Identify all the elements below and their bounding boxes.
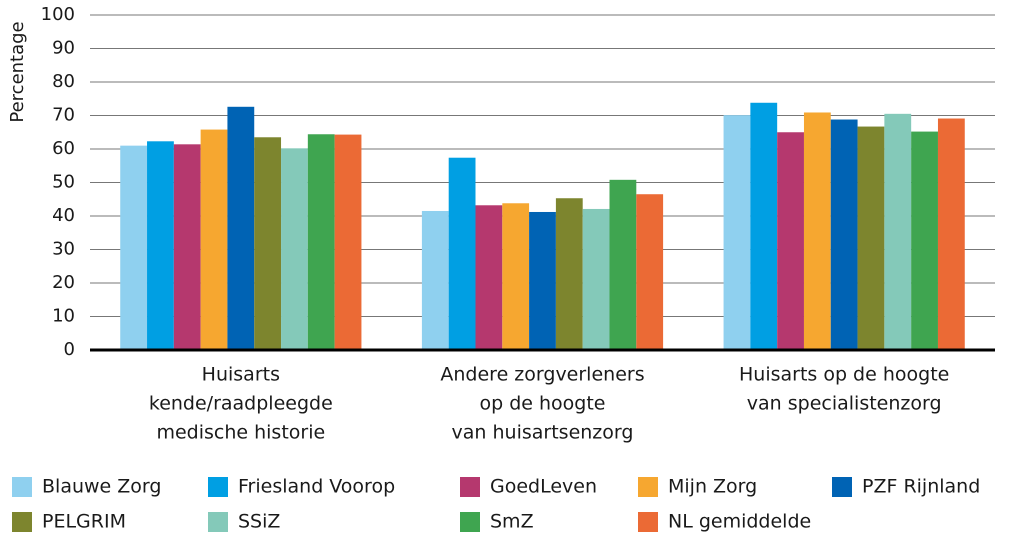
bar [173, 144, 201, 350]
bar [911, 131, 938, 350]
y-tick-label: 20 [52, 272, 75, 293]
x-tick-label: medische historie [156, 422, 325, 444]
x-tick-label: van huisartsenzorg [452, 422, 634, 444]
y-tick-label: 0 [64, 339, 75, 360]
bar [448, 157, 476, 350]
bar [937, 118, 965, 350]
legend-swatch [638, 477, 658, 497]
bar [803, 112, 831, 350]
y-tick-label: 80 [52, 71, 75, 92]
bar [750, 102, 778, 351]
legend-swatch [12, 477, 32, 497]
bar [307, 134, 335, 350]
y-tick-label: 60 [52, 138, 75, 159]
bar [529, 211, 556, 350]
y-tick-label: 50 [52, 172, 75, 193]
bar [857, 126, 885, 351]
legend-swatch [638, 512, 658, 532]
bar [582, 208, 610, 350]
bar [636, 194, 664, 350]
legend-swatch [208, 512, 228, 532]
bar [281, 148, 308, 350]
x-tick-label: Andere zorgverleners [440, 364, 644, 386]
y-tick-label: 90 [52, 38, 75, 59]
bar [884, 113, 912, 350]
legend-swatch [460, 512, 480, 532]
x-tick-label: Huisarts [202, 364, 280, 386]
y-tick-label: 30 [52, 239, 75, 260]
bar [227, 106, 255, 350]
y-tick-label: 100 [41, 4, 75, 25]
y-tick-label: 10 [52, 306, 75, 327]
legend-label: NL gemiddelde [668, 511, 811, 533]
bar [254, 137, 282, 350]
y-tick-label: 40 [52, 205, 75, 226]
bar [723, 115, 751, 350]
legend-label: PZF Rijnland [862, 476, 980, 498]
legend-label: GoedLeven [490, 476, 597, 498]
x-tick-label: van specialistenzorg [747, 393, 942, 415]
bar [475, 205, 503, 350]
x-tick-label: Huisarts op de hoogte [739, 364, 949, 386]
legend-swatch [832, 477, 852, 497]
bar [147, 141, 174, 350]
legend-label: Blauwe Zorg [42, 476, 161, 498]
bar [777, 132, 804, 350]
bar [421, 210, 449, 350]
bar [502, 203, 530, 350]
legend-swatch [460, 477, 480, 497]
bar [334, 134, 362, 350]
bar [200, 129, 228, 350]
legend-label: SSiZ [238, 511, 280, 533]
bar [609, 179, 637, 350]
legend-label: PELGRIM [42, 511, 126, 533]
bar [555, 198, 583, 350]
legend-swatch [12, 512, 32, 532]
legend-label: SmZ [490, 511, 534, 533]
legend-label: Friesland Voorop [238, 476, 395, 498]
y-axis-label: Percentage [7, 21, 28, 122]
y-tick-label: 70 [52, 105, 75, 126]
bar [830, 119, 858, 351]
x-tick-label: op de hoogte [479, 393, 605, 415]
bar [120, 145, 148, 350]
legend-swatch [208, 477, 228, 497]
x-tick-label: kende/raadpleegde [149, 393, 333, 415]
legend-label: Mijn Zorg [668, 476, 757, 498]
